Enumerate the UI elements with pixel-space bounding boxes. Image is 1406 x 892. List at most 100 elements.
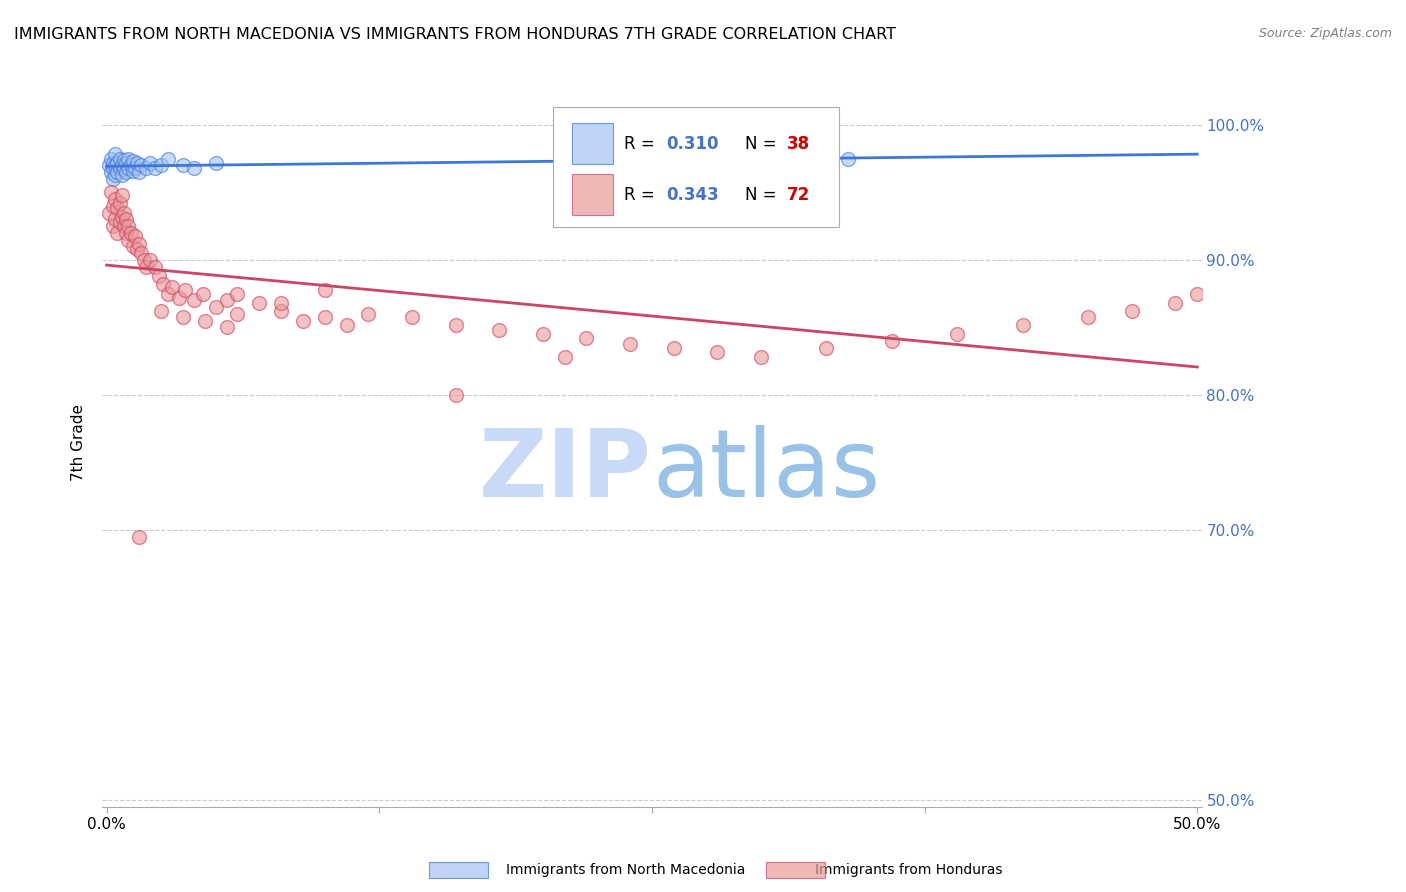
Point [101, 155, 124, 169]
Point [115, 155, 138, 169]
Point [135, 260, 157, 274]
Point [97, 158, 120, 172]
Point [1121, 304, 1143, 318]
Point [97, 205, 120, 219]
Text: 0.310: 0.310 [666, 135, 718, 153]
Point [104, 212, 127, 227]
Point [115, 165, 138, 179]
Point [226, 286, 249, 301]
Point [100, 165, 122, 179]
Point [204, 300, 226, 314]
Point [108, 196, 131, 211]
Point [152, 277, 174, 292]
Point [111, 188, 134, 202]
Text: IMMIGRANTS FROM NORTH MACEDONIA VS IMMIGRANTS FROM HONDURAS 7TH GRADE CORRELATIO: IMMIGRANTS FROM NORTH MACEDONIA VS IMMIG… [14, 27, 896, 42]
Point [444, 318, 467, 332]
Point [104, 158, 127, 172]
Point [335, 318, 357, 332]
Point [108, 152, 131, 166]
Point [554, 350, 576, 364]
Point [815, 341, 838, 355]
Point [401, 310, 423, 324]
Point [107, 155, 129, 169]
Point [150, 158, 173, 172]
Point [120, 226, 142, 240]
Point [444, 388, 467, 402]
Point [100, 186, 122, 200]
Point [1077, 310, 1099, 324]
Point [314, 283, 336, 297]
Text: 0.343: 0.343 [666, 186, 718, 204]
Point [143, 161, 166, 175]
Point [107, 226, 129, 240]
Point [111, 168, 134, 182]
Point [160, 280, 183, 294]
Text: R =: R = [624, 186, 661, 204]
Point [107, 165, 129, 179]
Text: N =: N = [745, 186, 782, 204]
Point [531, 327, 554, 342]
Point [357, 307, 380, 321]
Point [117, 233, 139, 247]
Point [575, 331, 598, 345]
Point [124, 228, 146, 243]
Point [194, 313, 217, 327]
Point [749, 350, 772, 364]
Point [112, 205, 135, 219]
Point [270, 296, 292, 310]
Point [101, 171, 124, 186]
Point [172, 310, 194, 324]
Point [121, 239, 143, 253]
Bar [572, 123, 613, 163]
Point [880, 334, 903, 348]
Point [156, 152, 179, 166]
Point [183, 293, 205, 308]
Point [215, 293, 238, 308]
Point [127, 155, 149, 169]
Text: Source: ZipAtlas.com: Source: ZipAtlas.com [1258, 27, 1392, 40]
Text: 72: 72 [787, 186, 810, 204]
Point [112, 162, 135, 177]
Point [117, 219, 139, 233]
Point [167, 291, 190, 305]
Point [662, 341, 685, 355]
Point [131, 158, 153, 172]
Text: 38: 38 [787, 135, 810, 153]
Point [706, 344, 728, 359]
Point [247, 296, 270, 310]
Point [117, 161, 139, 175]
Point [793, 152, 815, 166]
Point [172, 158, 194, 172]
Point [143, 260, 166, 274]
Point [112, 153, 135, 167]
Text: atlas: atlas [652, 425, 880, 517]
Point [156, 286, 179, 301]
Point [619, 336, 641, 351]
Point [104, 192, 127, 206]
Point [108, 161, 131, 175]
Point [135, 161, 157, 175]
Point [117, 152, 139, 166]
Point [124, 161, 146, 175]
Y-axis label: 7th Grade: 7th Grade [72, 404, 86, 481]
Point [191, 286, 214, 301]
Point [120, 158, 142, 172]
Point [115, 226, 138, 240]
Point [139, 155, 162, 169]
Point [174, 283, 197, 297]
Point [226, 307, 249, 321]
Point [112, 219, 135, 233]
Point [101, 219, 124, 233]
Point [128, 165, 150, 179]
Point [488, 323, 510, 337]
Point [131, 246, 153, 260]
Point [291, 313, 314, 327]
Text: R =: R = [624, 135, 661, 153]
Point [139, 252, 162, 267]
Point [101, 161, 124, 175]
Point [946, 327, 969, 342]
Text: ZIP: ZIP [479, 425, 652, 517]
Point [115, 212, 138, 227]
Point [1011, 318, 1033, 332]
Point [183, 161, 205, 175]
